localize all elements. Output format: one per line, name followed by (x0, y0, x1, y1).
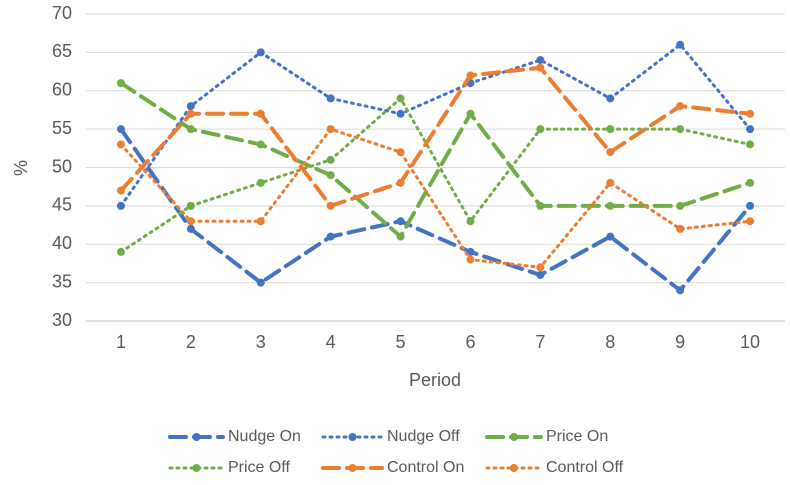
data-point (606, 94, 615, 103)
data-point (186, 125, 195, 134)
data-point (466, 71, 475, 80)
series-line (119, 43, 752, 208)
legend-marker (192, 464, 201, 472)
y-axis-label: % (11, 160, 31, 176)
data-point (536, 63, 545, 72)
data-point (326, 125, 335, 134)
y-tick-label: 30 (52, 310, 72, 330)
data-point (396, 178, 405, 187)
data-point (396, 94, 405, 103)
legend-label: Price Off (228, 459, 291, 476)
data-point (256, 140, 265, 149)
legend-marker (348, 433, 357, 441)
data-point (396, 148, 405, 157)
data-point (186, 201, 195, 210)
y-tick-label: 50 (52, 156, 72, 176)
data-point (256, 109, 265, 118)
data-point (676, 201, 685, 210)
legend-label: Control On (387, 459, 464, 476)
data-point (186, 102, 195, 111)
data-point (606, 125, 615, 134)
data-point (676, 224, 685, 233)
data-point (186, 224, 195, 233)
data-point (746, 109, 755, 118)
data-point (326, 232, 335, 241)
data-point (676, 40, 685, 49)
data-point (116, 247, 125, 256)
x-tick-label: 8 (605, 332, 615, 352)
legend: Nudge On Nudge Off Price On Price Off Contro… (168, 428, 624, 476)
data-point (396, 109, 405, 118)
data-point (746, 217, 755, 226)
data-point (116, 79, 125, 88)
y-tick-label: 35 (52, 271, 72, 291)
legend-label: Price On (546, 428, 608, 445)
x-axis-label: Period (409, 370, 461, 390)
y-tick-label: 55 (52, 118, 72, 138)
data-point (256, 217, 265, 226)
data-point (746, 140, 755, 149)
data-point (186, 217, 195, 226)
y-tick-label: 45 (52, 195, 72, 215)
data-point (746, 201, 755, 210)
y-tick-label: 70 (52, 3, 72, 23)
data-point (116, 201, 125, 210)
legend-label: Nudge Off (387, 428, 460, 445)
data-point (396, 232, 405, 241)
y-tick-label: 65 (52, 41, 72, 61)
series-line (118, 65, 753, 208)
x-tick-label: 7 (535, 332, 545, 352)
series-line (118, 127, 753, 293)
x-tick-label: 4 (326, 332, 336, 352)
data-point (676, 125, 685, 134)
data-point (396, 217, 405, 226)
data-point (536, 263, 545, 272)
series-line (119, 127, 752, 269)
data-point (256, 48, 265, 57)
legend-marker (192, 433, 201, 441)
data-point (536, 270, 545, 279)
data-point (536, 125, 545, 134)
data-point (676, 286, 685, 295)
data-point (256, 178, 265, 187)
data-point (606, 201, 615, 210)
x-tick-label: 5 (396, 332, 406, 352)
legend-marker (510, 464, 518, 472)
data-point (536, 201, 545, 210)
data-point (186, 109, 195, 118)
data-point (466, 255, 475, 264)
data-point (536, 56, 545, 65)
data-point (606, 148, 615, 157)
data-point (746, 178, 755, 187)
x-tick-label: 6 (465, 332, 475, 352)
data-point (606, 178, 615, 187)
data-point (326, 201, 335, 210)
data-point (116, 140, 125, 149)
data-point (466, 109, 475, 118)
data-point (326, 171, 335, 180)
data-point (606, 232, 615, 241)
x-tick-label: 3 (256, 332, 266, 352)
data-point (326, 94, 335, 103)
x-tick-label: 9 (675, 332, 685, 352)
y-tick-label: 60 (52, 80, 72, 100)
legend-label: Nudge On (228, 428, 301, 445)
data-point (676, 102, 685, 111)
legend-marker (348, 464, 357, 472)
legend-label: Control Off (546, 459, 624, 476)
x-tick-label: 2 (186, 332, 196, 352)
data-point (746, 125, 755, 134)
x-tick-label: 1 (116, 332, 126, 352)
data-point (326, 155, 335, 164)
data-point (466, 217, 475, 226)
y-tick-label: 40 (52, 233, 72, 253)
data-point (256, 278, 265, 287)
data-point (116, 186, 125, 195)
x-tick-label: 10 (740, 332, 760, 352)
data-point (116, 125, 125, 134)
legend-marker (510, 433, 518, 441)
